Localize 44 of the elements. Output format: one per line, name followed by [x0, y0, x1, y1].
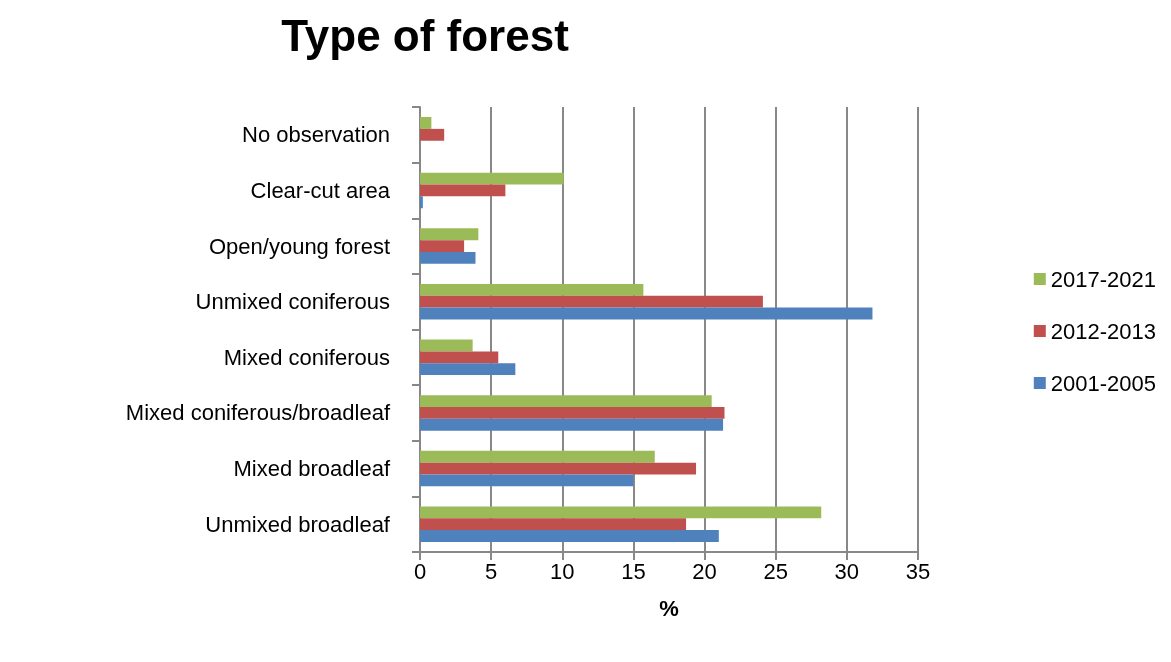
bar — [420, 307, 873, 320]
x-tick-label: 20 — [692, 558, 717, 584]
y-tick-label: No observation — [242, 122, 390, 148]
bar — [420, 506, 822, 519]
y-tick-label: Mixed coniferous/broadleaf — [125, 400, 391, 426]
bar — [420, 518, 687, 531]
bar — [420, 184, 506, 197]
legend-label: 2001-2005 — [1050, 370, 1157, 396]
x-tick-label: 15 — [621, 558, 646, 584]
bar — [420, 450, 655, 463]
bar — [420, 530, 719, 542]
bar — [420, 462, 697, 475]
bar — [420, 407, 725, 419]
x-tick-label: 10 — [550, 558, 575, 584]
y-tick-label: Mixed coniferous — [223, 344, 390, 370]
bar — [420, 418, 724, 431]
x-axis-title: % — [659, 595, 679, 621]
bar — [420, 128, 445, 141]
legend-label: 2017-2021 — [1050, 266, 1157, 292]
bar — [420, 196, 423, 209]
bar — [420, 117, 432, 129]
bar — [420, 474, 634, 487]
chart-title: Type of forest — [281, 10, 570, 60]
bar — [420, 240, 465, 252]
legend-label: 2012-2013 — [1050, 318, 1157, 344]
x-tick-label: 5 — [485, 558, 498, 584]
bar — [420, 351, 499, 364]
bar — [420, 172, 564, 185]
x-tick-label: 0 — [413, 558, 427, 584]
bar — [420, 395, 712, 407]
x-tick-label: 25 — [763, 558, 788, 584]
bar — [420, 363, 516, 376]
x-tick-label: 30 — [834, 558, 860, 584]
x-tick-label: 35 — [905, 558, 931, 584]
bar — [420, 252, 476, 264]
bar — [420, 228, 479, 241]
y-tick-label: Mixed broadleaf — [233, 456, 391, 482]
bar — [420, 283, 644, 296]
y-tick-label: Unmixed coniferous — [195, 289, 390, 315]
bar — [420, 339, 473, 352]
y-tick-label: Open/young forest — [208, 233, 390, 259]
y-tick-label: Clear-cut area — [250, 177, 391, 203]
y-tick-label: Unmixed broadleaf — [205, 511, 391, 537]
bar — [420, 295, 763, 308]
